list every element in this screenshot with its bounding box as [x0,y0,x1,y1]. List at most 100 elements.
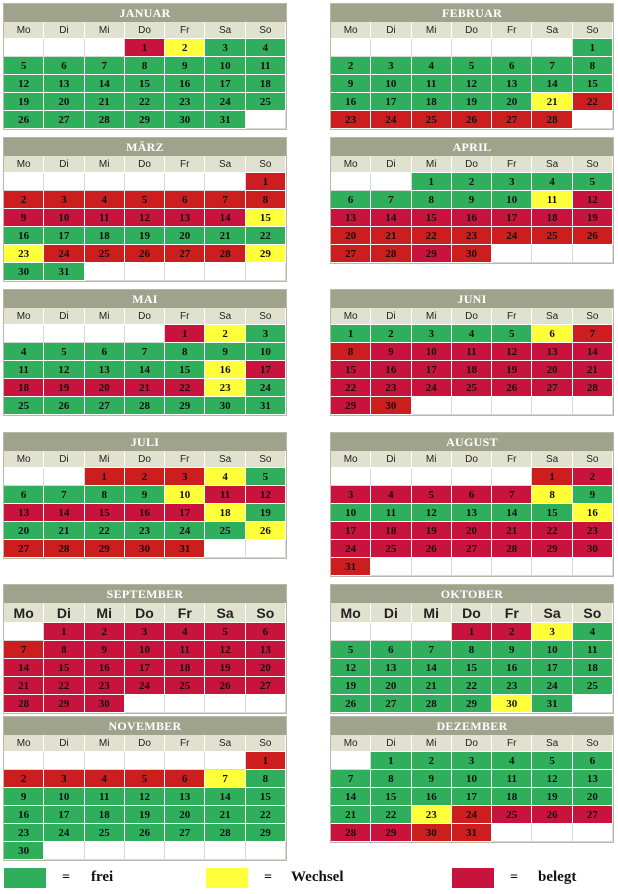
empty-cell [451,468,493,486]
day-cell: 5 [124,191,166,209]
day-cell: 27 [165,824,206,842]
day-cell: 23 [205,379,246,397]
month-title: APRIL [331,138,613,156]
day-cell: 21 [572,361,613,379]
month-title: OKTOBER [331,585,613,603]
day-cell: 4 [84,191,125,209]
day-cell: 1 [84,468,125,486]
empty-cell [84,325,125,343]
legend-wechsel-label: Wechsel [291,869,344,885]
day-cell: 13 [165,788,206,806]
day-cell: 10 [124,641,166,659]
empty-cell [572,824,613,842]
day-cell: 2 [205,325,246,343]
day-cell: 22 [245,227,286,245]
day-cell: 2 [331,57,372,75]
day-cell: 19 [411,522,452,540]
day-cell: 6 [371,641,412,659]
day-cell: 18 [165,659,206,677]
month-grid: Mo Di Mi Do Fr Sa So 1 2 3 4 5 6 7 8 9 10 11 12 13 14 15 16 17 1… [4,308,286,415]
month-januar: JANUAR Mo Di Mi Do Fr Sa So 1 2 3 4 5 6 7 8 9 10 11 12 13 14 1… [3,3,287,130]
day-cell: 17 [371,93,412,111]
day-cell: 29 [44,695,85,713]
weekday-header: Do [124,156,166,173]
day-cell: 20 [44,93,85,111]
day-cell: 27 [331,245,372,263]
weekday-header: Di [44,22,85,39]
day-cell: 8 [245,770,286,788]
empty-cell [4,752,45,770]
day-cell: 21 [411,677,452,695]
day-cell: 23 [4,824,45,842]
day-cell: 13 [245,641,286,659]
day-cell: 21 [205,227,246,245]
empty-cell [124,842,166,860]
day-cell: 31 [532,695,573,713]
day-cell: 28 [205,824,246,842]
day-cell: 18 [411,93,452,111]
day-cell: 27 [165,245,206,263]
day-cell: 27 [451,540,493,558]
day-cell: 31 [245,397,286,415]
day-cell: 4 [492,752,533,770]
day-cell: 1 [371,752,412,770]
day-cell: 22 [572,93,613,111]
day-cell: 11 [411,75,452,93]
weekday-header: Mi [84,451,125,468]
day-cell: 3 [44,191,85,209]
day-cell: 10 [44,209,85,227]
weekday-header: So [245,603,286,623]
weekday-header: So [572,735,613,752]
day-cell: 24 [124,677,166,695]
day-cell: 16 [411,788,452,806]
empty-cell [44,173,85,191]
day-cell: 18 [371,522,412,540]
day-cell: 9 [492,641,533,659]
weekday-header: Sa [532,451,573,468]
weekday-header: Do [451,308,493,325]
day-cell: 20 [245,659,286,677]
day-cell: 8 [451,641,493,659]
day-cell: 10 [245,343,286,361]
day-cell: 28 [532,111,573,129]
empty-cell [84,842,125,860]
day-cell: 15 [124,75,166,93]
day-cell: 26 [451,111,493,129]
day-cell: 1 [245,752,286,770]
day-cell: 16 [331,93,372,111]
empty-cell [451,39,493,57]
day-cell: 13 [532,343,573,361]
day-cell: 3 [205,39,246,57]
empty-cell [205,842,246,860]
empty-cell [205,752,246,770]
day-cell: 31 [205,111,246,129]
day-cell: 4 [532,173,573,191]
weekday-header: Di [44,451,85,468]
weekday-header: Fr [165,156,206,173]
weekday-header: Mi [84,22,125,39]
month-title: NOVEMBER [4,717,286,735]
day-cell: 24 [492,227,533,245]
day-cell: 25 [245,93,286,111]
day-cell: 26 [331,695,372,713]
day-cell: 26 [532,806,573,824]
day-cell: 15 [165,361,206,379]
day-cell: 8 [165,343,206,361]
day-cell: 5 [4,57,45,75]
day-cell: 8 [84,486,125,504]
day-cell: 18 [4,379,45,397]
day-cell: 25 [205,522,246,540]
month-title: JUNI [331,290,613,308]
day-cell: 24 [165,522,206,540]
weekday-header: Sa [205,156,246,173]
empty-cell [532,558,573,576]
day-cell: 18 [245,75,286,93]
weekday-header: Do [124,603,166,623]
month-grid: Mo Di Mi Do Fr Sa So 1 2 3 4 5 6 7 8 9 10 11 12 13 14 15 16 17 1… [4,603,286,713]
day-cell: 16 [165,75,206,93]
weekday-header: Mi [411,603,452,623]
weekday-header: Fr [165,22,206,39]
day-cell: 16 [4,806,45,824]
day-cell: 27 [572,806,613,824]
day-cell: 13 [331,209,372,227]
